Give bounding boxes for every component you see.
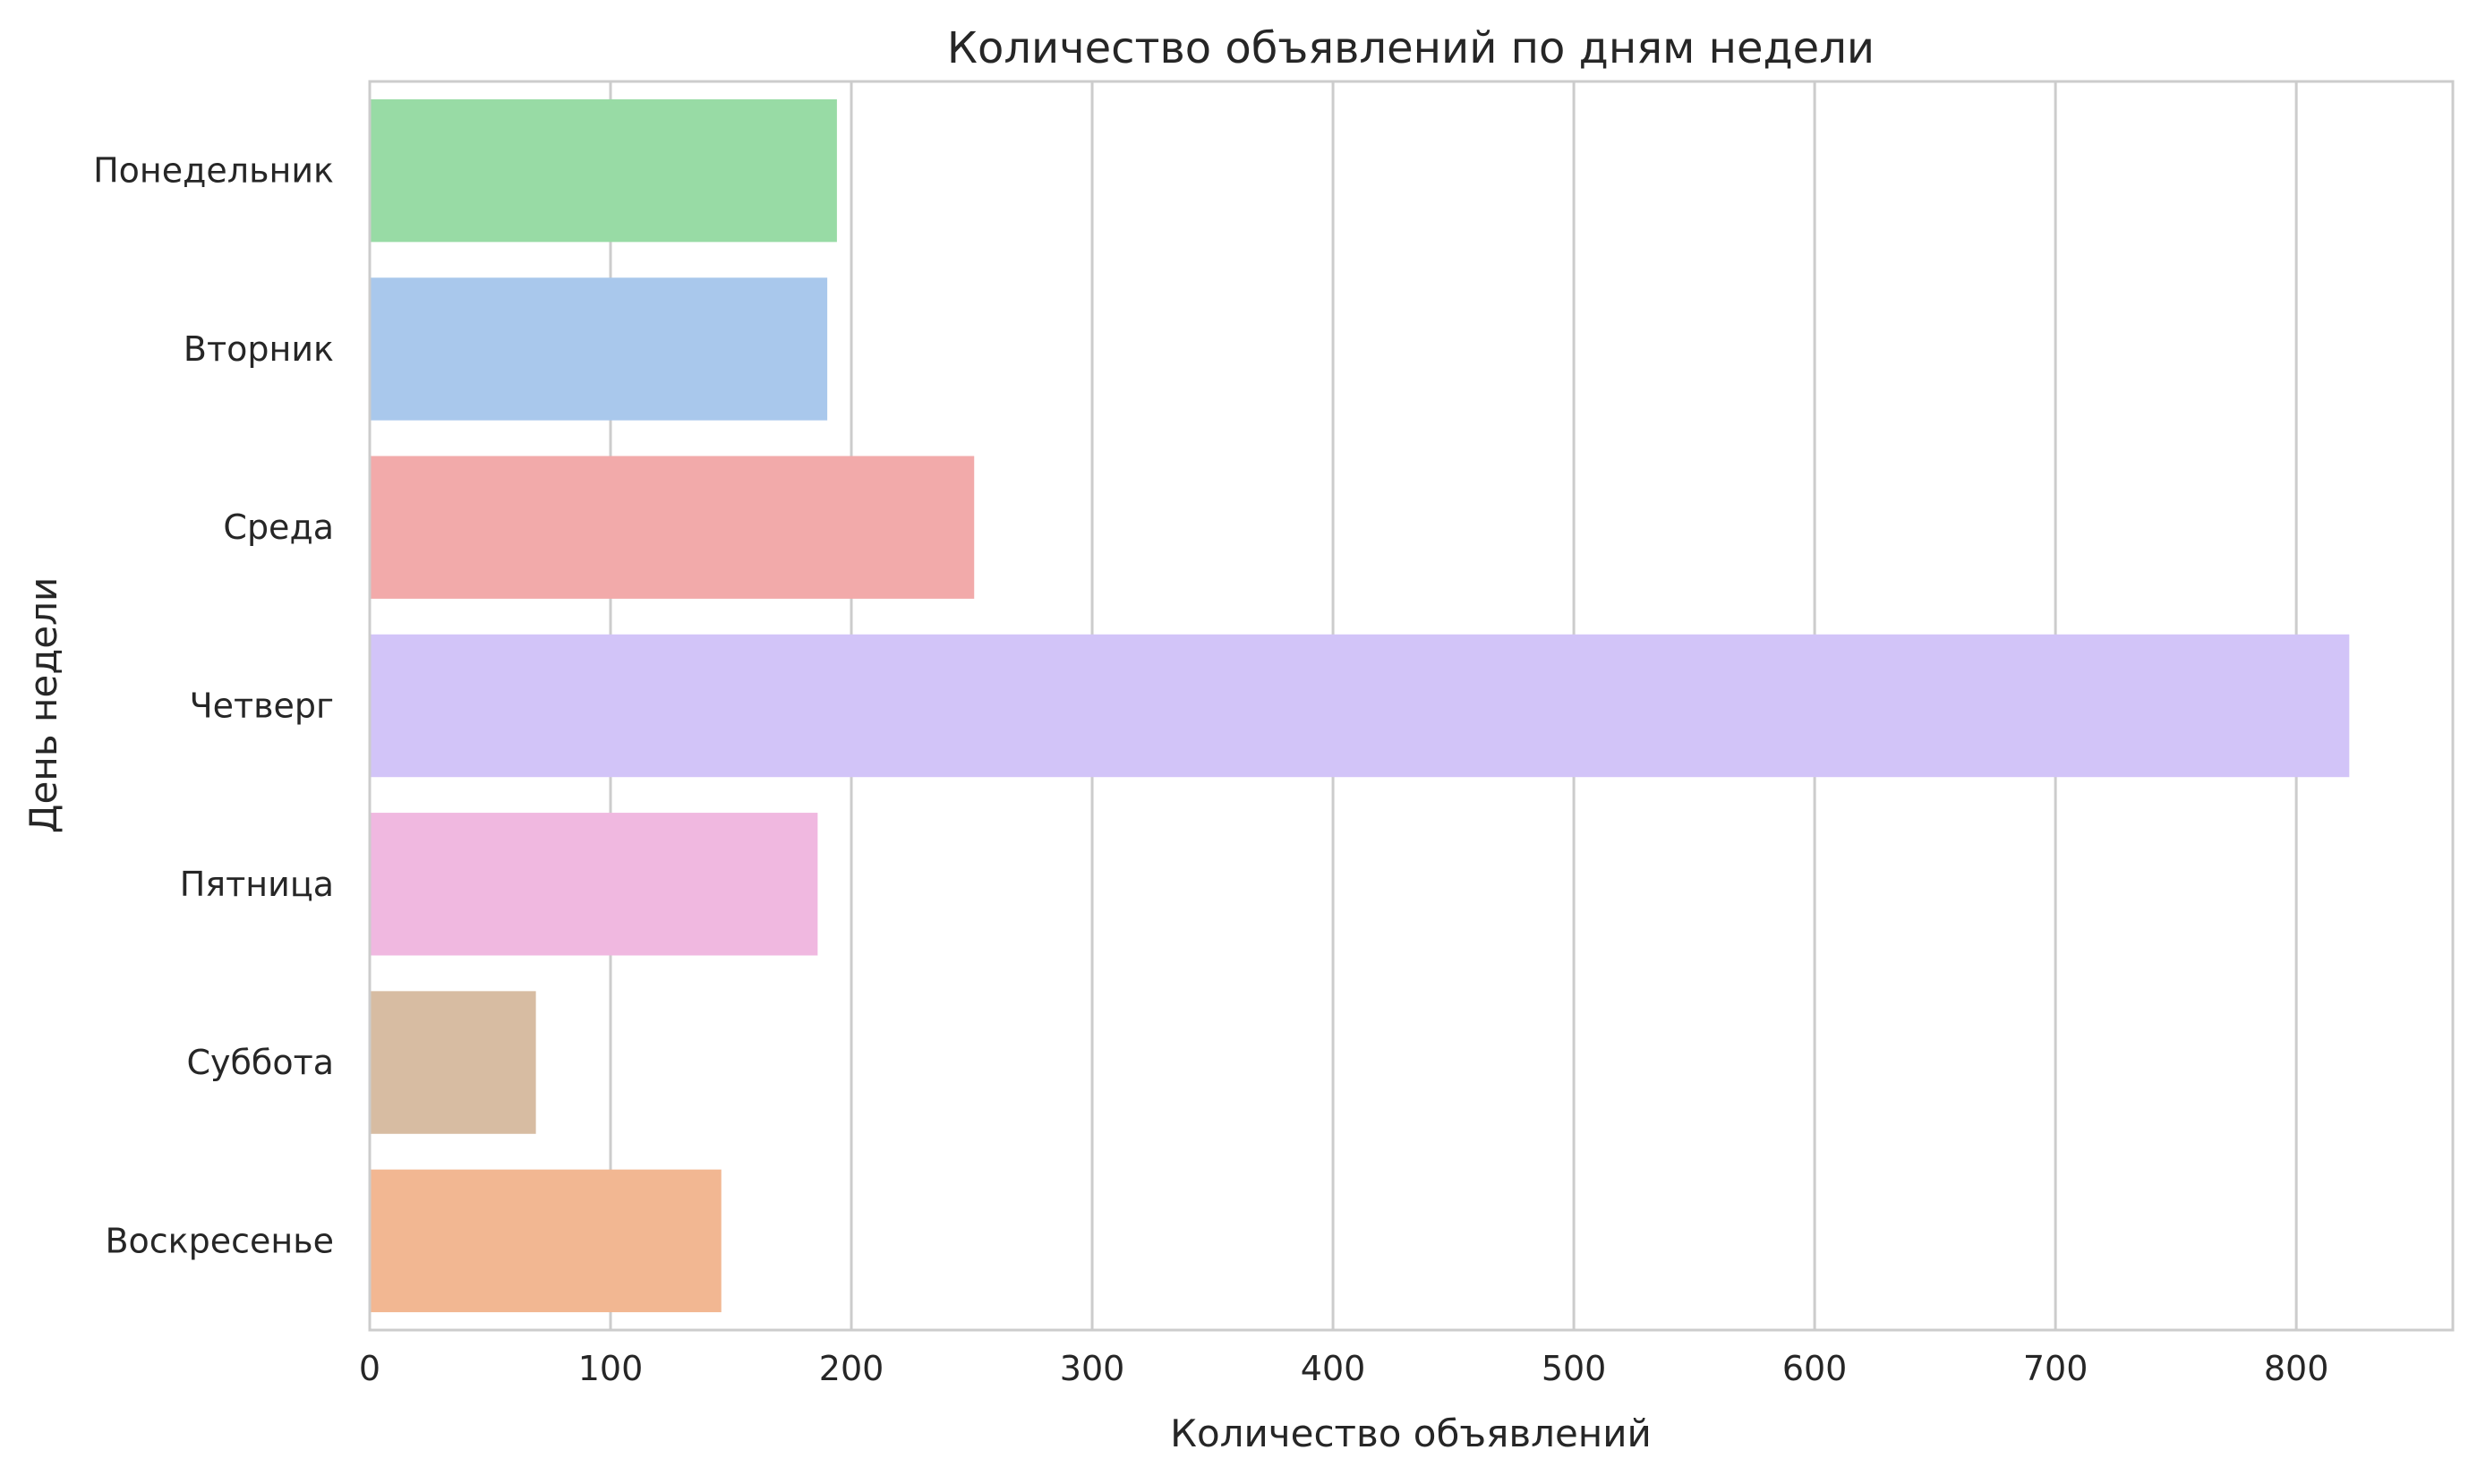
x-tick-label: 600 [1782, 1349, 1848, 1388]
bar [370, 98, 837, 243]
bars [370, 98, 2350, 1313]
y-tick-label: Суббота [186, 1043, 334, 1082]
x-tick-label: 800 [2264, 1349, 2329, 1388]
bar [370, 1169, 722, 1313]
y-tick-label: Вторник [184, 329, 334, 369]
y-tick-label: Понедельник [93, 151, 334, 191]
x-tick-label: 0 [359, 1349, 380, 1388]
x-tick-labels: 0 100 200 300 400 500 600 700 800 [359, 1349, 2328, 1388]
y-axis-title: День недели [21, 577, 65, 834]
x-tick-label: 700 [2023, 1349, 2088, 1388]
bar [370, 991, 536, 1134]
bar [370, 813, 818, 956]
bar [370, 456, 975, 599]
y-tick-label: Среда [223, 507, 334, 547]
bar [370, 277, 828, 421]
y-tick-labels: Понедельник Вторник Среда Четверг Пятница Суб… [93, 151, 334, 1261]
y-tick-label: Четверг [190, 687, 334, 726]
y-tick-label: Пятница [180, 865, 334, 904]
x-tick-label: 200 [819, 1349, 884, 1388]
x-tick-label: 300 [1060, 1349, 1125, 1388]
x-tick-label: 400 [1301, 1349, 1366, 1388]
chart-title: Количество объявлений по дням недели [947, 23, 1875, 73]
plot-frame [368, 80, 2455, 1332]
bar [370, 634, 2350, 778]
x-tick-label: 500 [1542, 1349, 1607, 1388]
x-tick-label: 100 [578, 1349, 644, 1388]
x-axis-title: Количество объявлений [1170, 1412, 1652, 1455]
y-tick-label: Воскресенье [105, 1221, 334, 1260]
